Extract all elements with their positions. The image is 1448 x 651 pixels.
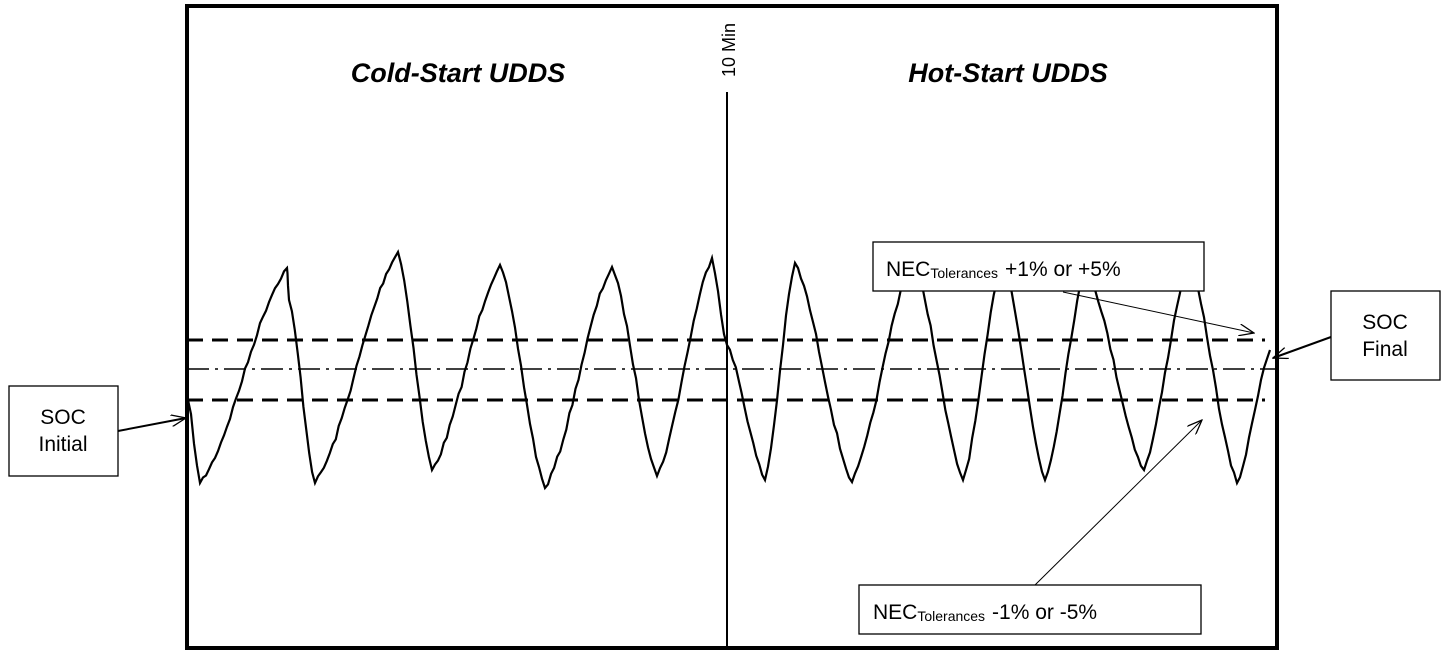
title-right: Hot-Start UDDS xyxy=(908,58,1108,88)
upper-tolerance-label: NECTolerances +1% or +5% xyxy=(886,258,1121,281)
soc-initial-line2: Initial xyxy=(38,433,87,456)
subscript: Tolerances xyxy=(917,608,985,624)
subscript: Tolerances xyxy=(930,265,998,281)
soc-final-line2: Final xyxy=(1362,338,1408,361)
upper-arrow xyxy=(1062,291,1254,333)
text: +1% or +5% xyxy=(1005,258,1121,281)
soc-initial-box xyxy=(8,385,119,477)
lower-arrow xyxy=(1034,420,1202,586)
frame xyxy=(185,4,1279,650)
lower-tolerance-label: NECTolerances -1% or -5% xyxy=(873,601,1097,624)
text: -1% or -5% xyxy=(992,601,1097,624)
lower-tolerance-box xyxy=(858,584,1202,635)
prefix: NEC xyxy=(873,601,917,624)
soc-initial-line1: SOC xyxy=(40,406,86,429)
soc-final-box xyxy=(1330,290,1441,381)
upper-tolerance-box xyxy=(872,241,1205,292)
soc-initial-arrow xyxy=(117,418,186,432)
prefix: NEC xyxy=(886,258,930,281)
marker-label: 10 Min xyxy=(719,23,739,77)
title-left: Cold-Start UDDS xyxy=(351,58,566,88)
soc-final-arrow xyxy=(1273,336,1332,358)
soc-final-line1: SOC xyxy=(1362,311,1408,334)
